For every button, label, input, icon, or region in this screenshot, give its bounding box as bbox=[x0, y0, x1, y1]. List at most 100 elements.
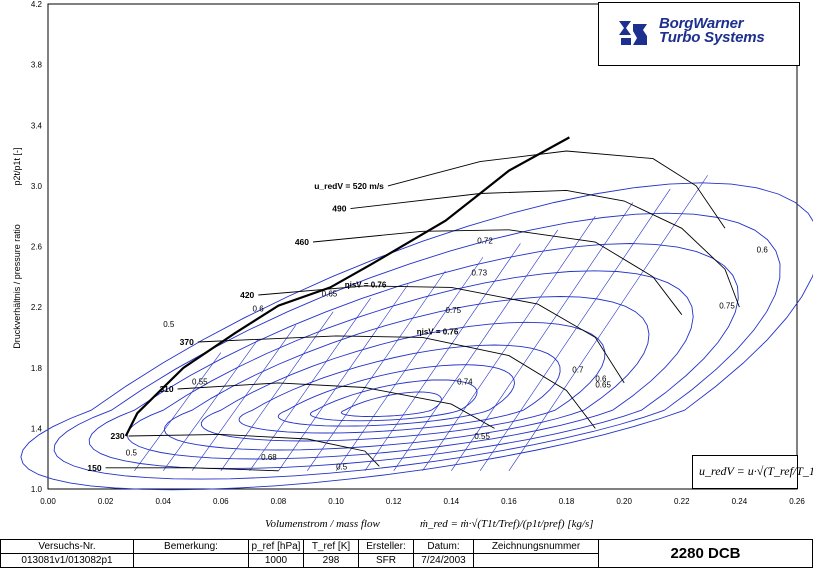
efficiency-label: 0.75 bbox=[446, 306, 462, 315]
borgwarner-logo-icon bbox=[617, 18, 649, 48]
value-zeichnung-blank bbox=[473, 553, 599, 568]
data-series bbox=[20, 136, 813, 491]
efficiency-label: 0.6 bbox=[253, 305, 265, 314]
value-datum: 7/24/2003 bbox=[413, 553, 474, 568]
x-tick-label: 0.14 bbox=[444, 497, 460, 506]
constant-speed-fan-line bbox=[307, 270, 446, 471]
speed-line bbox=[312, 229, 683, 315]
efficiency-label: 0.5 bbox=[336, 462, 348, 471]
x-tick-label: 0.20 bbox=[616, 497, 632, 506]
x-tick-label: 0.16 bbox=[501, 497, 517, 506]
x-tick-label: 0.08 bbox=[271, 497, 287, 506]
y-tick-label: 4.2 bbox=[31, 0, 43, 9]
x-tick-label: 0.12 bbox=[386, 497, 402, 506]
efficiency-contour bbox=[238, 344, 561, 434]
constant-speed-fan-line bbox=[278, 284, 409, 471]
efficiency-label: 0.68 bbox=[261, 453, 277, 462]
x-tick-label: 0.24 bbox=[732, 497, 748, 506]
x-tick-label: 0.00 bbox=[40, 497, 56, 506]
y-axis-symbol: p2t/p1t [-] bbox=[12, 147, 22, 185]
value-tref: 298 bbox=[303, 553, 359, 568]
speed-line-label: 230 bbox=[110, 431, 124, 441]
y-tick-label: 1.0 bbox=[31, 485, 43, 494]
efficiency-label: 0.75 bbox=[719, 302, 735, 311]
efficiency-contour bbox=[309, 379, 478, 422]
y-tick-label: 2.2 bbox=[31, 303, 43, 312]
y-tick-label: 1.4 bbox=[31, 424, 43, 433]
speed-line-label: 420 bbox=[240, 290, 254, 300]
x-tick-label: 0.02 bbox=[98, 497, 114, 506]
header-datum: Datum: bbox=[413, 539, 474, 554]
x-tick-label: 0.18 bbox=[559, 497, 575, 506]
efficiency-label: 0.65 bbox=[595, 380, 611, 389]
x-tick-label: 0.10 bbox=[328, 497, 344, 506]
speed-line bbox=[258, 285, 625, 384]
y-axis-label: Druckverhältnis / pressure ratio bbox=[12, 224, 22, 349]
x-tick-label: 0.04 bbox=[155, 497, 171, 506]
logo-line2: Turbo Systems bbox=[659, 29, 765, 46]
y-tick-label: 1.8 bbox=[31, 364, 43, 373]
speed-line-label: 460 bbox=[295, 237, 309, 247]
efficiency-label: 0.55 bbox=[474, 432, 490, 441]
plot-frame bbox=[47, 3, 798, 490]
constant-speed-fan-line bbox=[335, 256, 484, 471]
eta-label: ηisV = 0.76 bbox=[417, 327, 459, 336]
x-axis-formula: ṁ_red = ṁ·√(T1t/Tref)/(p1t/pref) [kg/s] bbox=[420, 518, 594, 530]
efficiency-contour bbox=[20, 182, 813, 491]
efficiency-label: 0.73 bbox=[471, 268, 487, 277]
header-pref: p_ref [hPa] bbox=[248, 539, 304, 554]
constant-speed-fan-line bbox=[451, 202, 634, 471]
constant-speed-fan-line bbox=[162, 338, 259, 471]
efficiency-label: 0.5 bbox=[163, 320, 175, 329]
value-ersteller: SFR bbox=[358, 553, 414, 568]
efficiency-label: 0.72 bbox=[477, 236, 493, 245]
x-tick-label: 0.06 bbox=[213, 497, 229, 506]
title-block: Versuchs-Nr. Bemerkung: p_ref [hPa] T_re… bbox=[0, 539, 813, 568]
efficiency-contour bbox=[126, 270, 694, 460]
efficiency-label: 0.5 bbox=[126, 449, 138, 458]
constant-speed-fan-line bbox=[364, 243, 521, 471]
speed-line-label: 370 bbox=[180, 337, 194, 347]
eta-label: ηisV = 0.76 bbox=[345, 280, 387, 289]
brand-logo: BorgWarner Turbo Systems bbox=[598, 2, 800, 66]
speed-line bbox=[197, 335, 596, 429]
value-bemerkung bbox=[133, 553, 249, 568]
header-versuch: Versuchs-Nr. bbox=[0, 539, 134, 554]
efficiency-label: 0.6 bbox=[757, 246, 769, 255]
header-zeichnung: Zeichnungsnummer bbox=[473, 539, 599, 554]
value-versuch: 013081v1/013082p1 bbox=[0, 553, 134, 568]
x-axis-label: Volumenstrom / mass flow bbox=[265, 518, 380, 530]
constant-speed-fan-line bbox=[479, 188, 671, 471]
header-bemerkung: Bemerkung: bbox=[133, 539, 249, 554]
header-tref: T_ref [K] bbox=[303, 539, 359, 554]
efficiency-contour bbox=[277, 364, 515, 427]
efficiency-label: 0.74 bbox=[457, 377, 473, 386]
speed-line-label: u_redV = 520 m/s bbox=[314, 181, 384, 191]
speed-line-label: 490 bbox=[332, 204, 346, 214]
speed-line bbox=[387, 150, 726, 229]
x-tick-label: 0.22 bbox=[674, 497, 690, 506]
speed-line bbox=[177, 382, 495, 429]
drawing-number: 2280 DCB bbox=[598, 539, 813, 568]
y-tick-label: 2.6 bbox=[31, 243, 43, 252]
efficiency-label: 0.55 bbox=[192, 377, 208, 386]
surge-line bbox=[124, 136, 570, 437]
formula-text: u_redV = u·√(T_ref/T_1t) bbox=[699, 464, 813, 478]
efficiency-contour bbox=[340, 391, 442, 418]
constant-speed-fan-line bbox=[134, 352, 222, 471]
logo-line1: BorgWarner bbox=[659, 15, 744, 32]
header-ersteller: Ersteller: bbox=[358, 539, 414, 554]
constant-speed-fan-line bbox=[422, 216, 596, 471]
y-tick-label: 3.0 bbox=[31, 182, 43, 191]
y-tick-label: 3.8 bbox=[31, 61, 43, 70]
efficiency-label: 0.65 bbox=[322, 290, 338, 299]
value-pref: 1000 bbox=[248, 553, 304, 568]
data-labels: 150 230 310 370 420 460 490 u_redV = 520 m/s 0.5… bbox=[87, 181, 768, 473]
constant-speed-fan-line bbox=[393, 229, 559, 471]
constant-speed-fan-line bbox=[220, 311, 334, 471]
speed-line-label: 310 bbox=[159, 384, 173, 394]
speed-line bbox=[105, 467, 279, 472]
efficiency-contour bbox=[163, 296, 650, 451]
speed-line-label: 150 bbox=[87, 463, 101, 473]
efficiency-label: 0.7 bbox=[572, 365, 584, 374]
